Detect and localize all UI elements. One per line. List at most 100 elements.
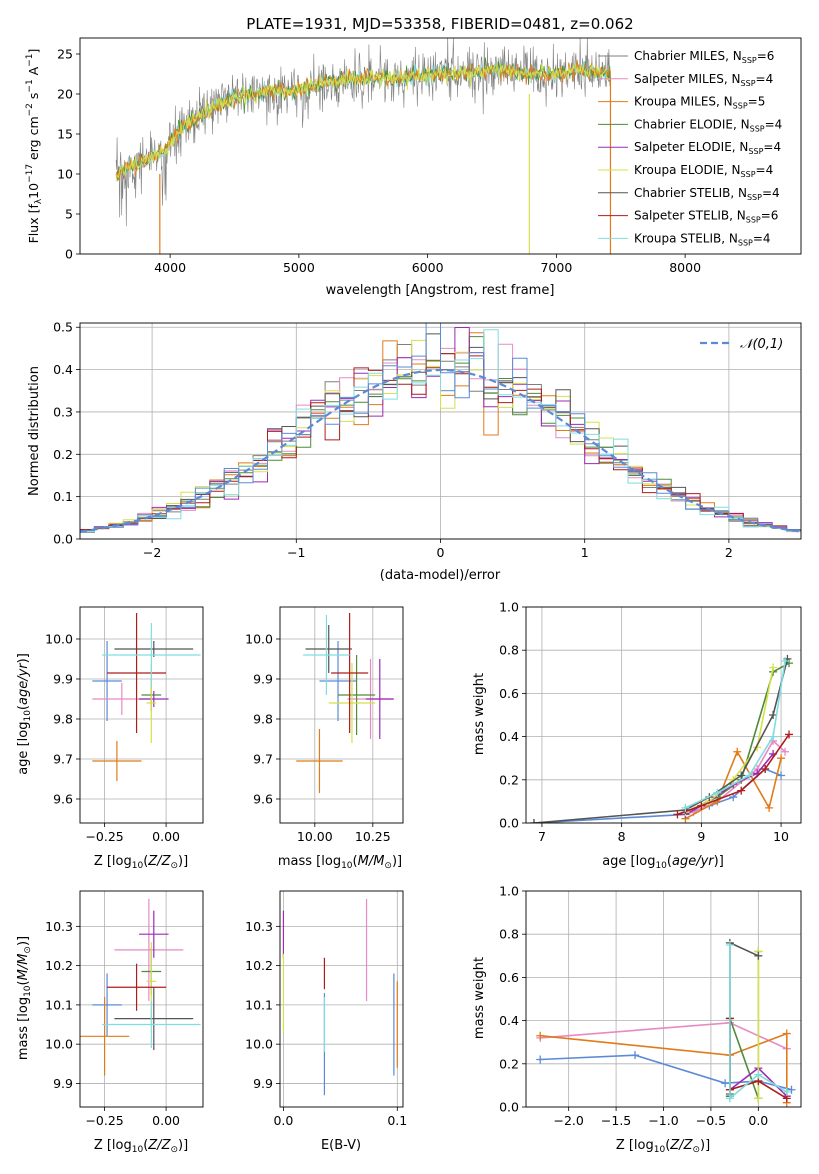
spectrum-ytick-label-2: 10 xyxy=(57,167,73,182)
weight-age-marker-6-3 xyxy=(737,771,746,780)
mass-z-points xyxy=(80,898,201,1076)
residual-ytick-label-5: 0.5 xyxy=(53,320,73,335)
weight-age-marker-2-2 xyxy=(733,747,742,756)
weight-age-ylabel: mass weight xyxy=(472,673,487,755)
weight-z-ytick-label-0: 0.0 xyxy=(499,1100,519,1115)
weight-age-marker-5-4 xyxy=(769,663,778,672)
spectrum-ytick-label-1: 5 xyxy=(65,207,73,222)
age-vs-metallicity-panel: Z [log10(Z/Z⊙)] age [log10(age/yr)] −0.2… xyxy=(16,606,204,871)
weight-z-ytick-label-1: 0.2 xyxy=(499,1056,519,1071)
mass-ebv-points xyxy=(282,898,398,1096)
weight-z-series xyxy=(536,938,796,1107)
age-z-xtick-label-0: −0.25 xyxy=(85,829,123,844)
residual-xtick-label-1: −1 xyxy=(287,545,305,560)
weight-z-marker-5-0 xyxy=(754,1094,763,1103)
weight-age-frame xyxy=(525,606,802,824)
weight-z-marker-0-2 xyxy=(721,1079,730,1088)
legend-label-7: Salpeter STELIB, NSSP=6 xyxy=(634,209,778,225)
spectrum-panel: PLATE=1931, MJD=53358, FIBERID=0481, z=0… xyxy=(25,15,802,298)
weight-age-xlabel: age [log10(age/yr)] xyxy=(602,854,724,871)
weight-z-line-8 xyxy=(729,945,788,1101)
weight-age-marker-1-4 xyxy=(781,747,790,756)
weight-age-ytick-label-0: 0.0 xyxy=(499,816,519,831)
weight-z-marker-8-3 xyxy=(782,1087,791,1096)
residual-steps xyxy=(80,323,801,535)
residual-legend: 𝒩(0,1) xyxy=(700,337,783,352)
legend-label-3: Chabrier ELODIE, NSSP=4 xyxy=(634,117,782,133)
age-z-ylabel: age [log10(age/yr)] xyxy=(16,653,33,775)
weight-age-xtick-label-2: 9 xyxy=(697,829,705,844)
residual-xtick-label-0: −2 xyxy=(143,545,161,560)
spectrum-frame xyxy=(79,37,802,255)
weight-z-marker-2-2 xyxy=(782,1029,791,1038)
spectrum-xtick-label-3: 7000 xyxy=(540,260,572,275)
weight-z-ytick-label-5: 1.0 xyxy=(499,884,519,899)
age-z-ytick-label-3: 9.9 xyxy=(53,672,73,687)
residual-ytick-label-2: 0.2 xyxy=(53,447,73,462)
weight-age-xtick-label-3: 10 xyxy=(773,829,789,844)
weight-age-marker-7-2 xyxy=(737,786,746,795)
weight-z-marker-0-4 xyxy=(787,1085,796,1094)
age-mass-ytick-label-4: 10.0 xyxy=(245,632,273,647)
weight-age-marker-2-3 xyxy=(765,803,774,812)
legend-label-1: Salpeter MILES, NSSP=4 xyxy=(634,72,773,88)
spectrum-ytick-label-4: 20 xyxy=(57,87,73,102)
residual-ytick-label-4: 0.4 xyxy=(53,362,73,377)
age-z-xlabel: Z [log10(Z/Z⊙)] xyxy=(94,854,188,871)
weight-age-ytick-label-2: 0.4 xyxy=(499,729,519,744)
mass-vs-metallicity-panel: Z [log10(Z/Z⊙)] mass [log10(M/M⊙)] −0.25… xyxy=(16,890,204,1155)
weight-z-xtick-label-2: −1.0 xyxy=(648,1113,678,1128)
weight-z-marker-0-1 xyxy=(631,1051,640,1060)
weight-age-marker-2-4 xyxy=(777,754,786,763)
weight-z-ylabel: mass weight xyxy=(472,957,487,1039)
residual-ylabel: Normed distribution xyxy=(27,366,42,496)
mass-ebv-frame xyxy=(279,890,404,1108)
spectrum-xlabel: wavelength [Angstrom, rest frame] xyxy=(326,283,555,298)
mass-z-xtick-label-1: 0.00 xyxy=(152,1113,180,1128)
weight-age-ytick-label-1: 0.2 xyxy=(499,772,519,787)
mass-z-ytick-label-2: 10.1 xyxy=(45,997,73,1012)
age-mass-points xyxy=(296,613,394,793)
weight-z-ytick-label-2: 0.4 xyxy=(499,1013,519,1028)
mass-ebv-ytick-label-3: 10.2 xyxy=(245,958,273,973)
weight-age-marker-6-0 xyxy=(529,819,538,823)
weight-age-marker-0-5 xyxy=(777,771,786,780)
normal-legend-label: 𝒩(0,1) xyxy=(740,337,783,352)
weight-age-marker-8-2 xyxy=(745,771,754,780)
weight-z-frame xyxy=(525,890,802,1108)
weight-age-ytick-label-3: 0.6 xyxy=(499,686,519,701)
mass-z-frame xyxy=(79,890,204,1108)
age-mass-ytick-label-0: 9.6 xyxy=(253,792,273,807)
spectrum-xtick-label-2: 6000 xyxy=(412,260,444,275)
age-mass-xtick-label-1: 10.25 xyxy=(355,829,391,844)
weight-age-marker-7-4 xyxy=(785,730,794,739)
age-z-ytick-label-1: 9.7 xyxy=(53,752,73,767)
weight-z-xtick-label-0: −2.0 xyxy=(553,1113,583,1128)
spectrum-ytick-label-3: 15 xyxy=(57,127,73,142)
weight-age-marker-8-3 xyxy=(769,732,778,741)
weight-age-marker-8-0 xyxy=(681,803,690,812)
weight-z-marker-8-2 xyxy=(754,1070,763,1079)
residual-xtick-label-2: 0 xyxy=(437,545,445,560)
age-z-frame xyxy=(79,606,204,824)
age-z-ytick-label-0: 9.6 xyxy=(53,792,73,807)
residual-ytick-label-1: 0.1 xyxy=(53,489,73,504)
mass-z-xlabel: Z [log10(Z/Z⊙)] xyxy=(94,1138,188,1155)
weight-age-marker-8-1 xyxy=(713,788,722,797)
spectrum-ylabel: Flux [fλ10−17 erg cm−2 s−1 A−1] xyxy=(25,49,44,244)
mass-z-ytick-label-1: 10.0 xyxy=(45,1037,73,1052)
spectrum-ytick-label-0: 0 xyxy=(65,247,73,262)
weight-z-xtick-label-4: 0.0 xyxy=(748,1113,768,1128)
mass-z-xtick-label-0: −0.25 xyxy=(85,1113,123,1128)
spectrum-title: PLATE=1931, MJD=53358, FIBERID=0481, z=0… xyxy=(246,15,633,33)
mass-ebv-xlabel: E(B-V) xyxy=(321,1138,361,1153)
spectrum-lines xyxy=(115,38,612,254)
weight-age-marker-7-1 xyxy=(697,801,706,810)
weight-z-xlabel: Z [log10(Z/Z⊙)] xyxy=(616,1138,710,1155)
age-mass-ytick-label-1: 9.7 xyxy=(253,752,273,767)
legend-label-2: Kroupa MILES, NSSP=5 xyxy=(634,95,765,111)
age-mass-frame xyxy=(279,606,404,824)
weight-z-ytick-label-4: 0.8 xyxy=(499,927,519,942)
